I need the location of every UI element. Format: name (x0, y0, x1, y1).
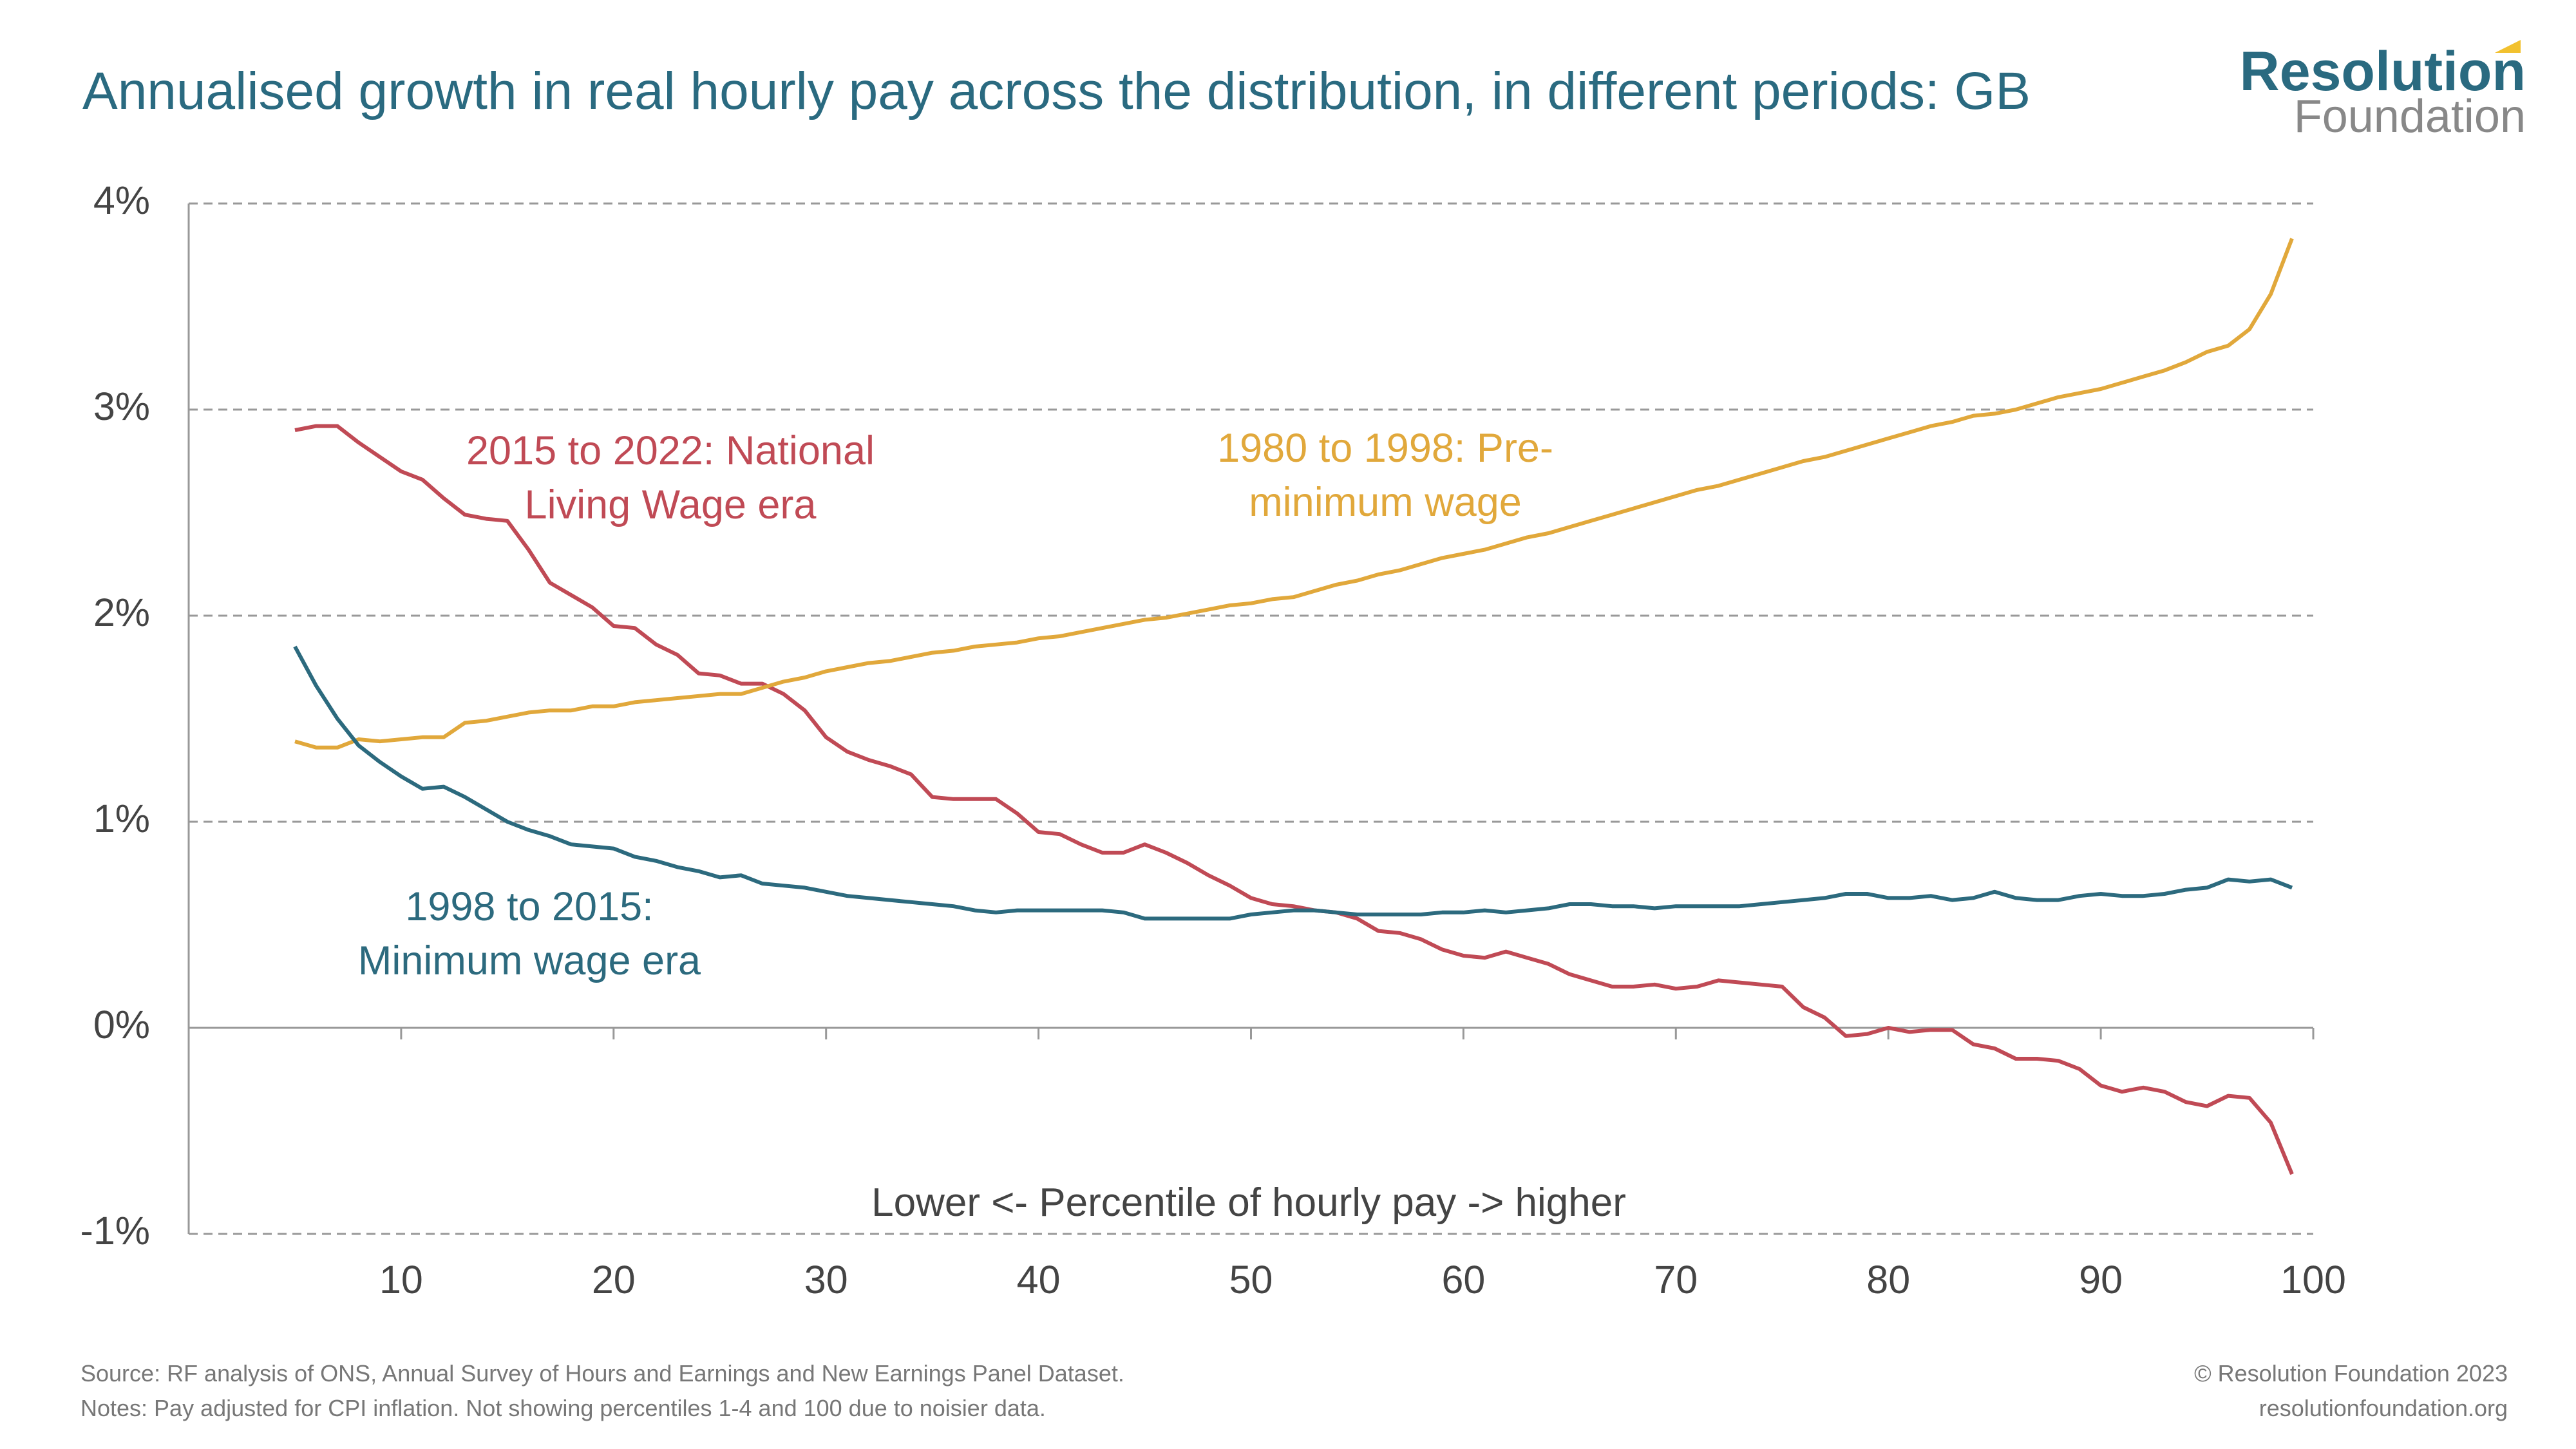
x-tick-label: 20 (592, 1258, 636, 1302)
y-tick-label: -1% (80, 1209, 150, 1253)
logo-mark (2495, 40, 2521, 53)
series-label: 1998 to 2015: Minimum wage era (357, 884, 701, 983)
x-tick-label: 50 (1229, 1258, 1273, 1302)
x-tick-label: 80 (1866, 1258, 1910, 1302)
series-label: 2015 to 2022: National Living Wage era (466, 428, 875, 527)
y-tick-label: 2% (93, 591, 150, 634)
series-line (294, 238, 2294, 750)
y-tick-label: 4% (93, 178, 150, 222)
y-tick-label: 3% (93, 384, 150, 428)
logo-subtext: Foundation (2293, 91, 2526, 142)
notes: Notes: Pay adjusted for CPI inflation. N… (80, 1395, 1046, 1421)
x-axis-label: Lower <- Percentile of hourly pay -> hig… (871, 1180, 1626, 1225)
x-tick-label: 70 (1654, 1258, 1698, 1302)
y-tick-label: 1% (93, 797, 150, 840)
x-tick-label: 10 (379, 1258, 423, 1302)
chart-title: Annualised growth in real hourly pay acr… (82, 62, 2031, 120)
logo-text: Resolution (2239, 41, 2526, 102)
series-label: 1980 to 1998: Pre-minimum wage (1217, 426, 1553, 525)
x-tick-label: 90 (2079, 1258, 2123, 1302)
x-tick-label: 40 (1017, 1258, 1061, 1302)
series-line (294, 424, 2294, 1175)
website: resolutionfoundation.org (2259, 1395, 2508, 1421)
x-tick-label: 100 (2280, 1258, 2346, 1302)
y-tick-label: 0% (93, 1003, 150, 1046)
x-tick-label: 30 (804, 1258, 848, 1302)
source-note: Source: RF analysis of ONS, Annual Surve… (80, 1360, 1124, 1387)
x-tick-label: 60 (1441, 1258, 1485, 1302)
series-line (293, 645, 2293, 921)
copyright: © Resolution Foundation 2023 (2194, 1360, 2508, 1387)
